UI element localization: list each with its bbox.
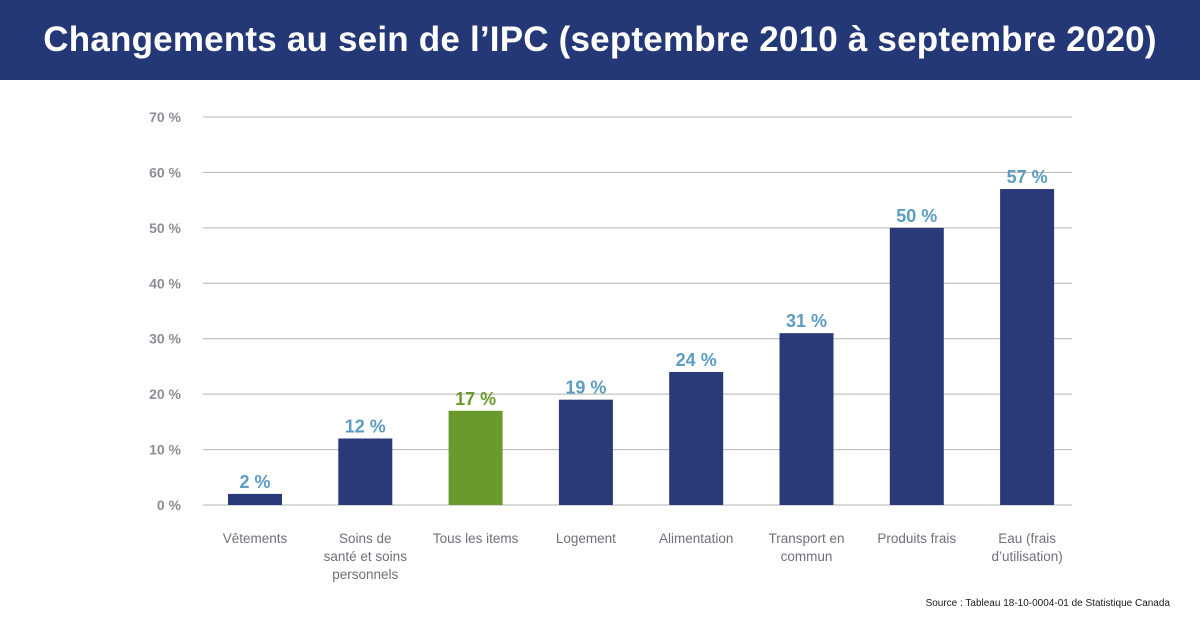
x-tick-label: Soins de: [339, 531, 392, 546]
title-banner: Changements au sein de l’IPC (septembre …: [0, 0, 1200, 80]
x-tick-label: Eau (frais: [998, 531, 1056, 546]
y-tick-label: 20 %: [149, 386, 181, 402]
x-tick-label: d’utilisation): [991, 549, 1062, 564]
data-label: 31 %: [786, 311, 827, 331]
y-tick-label: 50 %: [149, 220, 181, 236]
chart-title: Changements au sein de l’IPC (septembre …: [43, 20, 1157, 59]
data-label: 24 %: [676, 350, 717, 370]
y-tick-label: 40 %: [149, 275, 181, 291]
x-tick-label: Transport en: [768, 531, 844, 546]
bar: [338, 438, 393, 505]
x-tick-label: commun: [781, 549, 833, 564]
data-label: 19 %: [565, 378, 606, 398]
data-label: 57 %: [1007, 167, 1048, 187]
y-tick-label: 60 %: [149, 164, 181, 180]
x-tick-label: Vêtements: [223, 531, 288, 546]
x-tick-label: Logement: [556, 531, 616, 546]
bar: [558, 399, 613, 505]
x-tick-label: Produits frais: [877, 531, 956, 546]
data-label: 17 %: [455, 389, 496, 409]
y-tick-label: 10 %: [149, 442, 181, 458]
y-tick-label: 70 %: [149, 109, 181, 125]
data-label: 12 %: [345, 416, 386, 436]
bar: [448, 410, 503, 505]
source-note: Source : Tableau 18-10-0004-01 de Statis…: [925, 598, 1170, 609]
y-tick-label: 0 %: [157, 497, 182, 513]
bar: [669, 371, 724, 505]
data-label: 50 %: [896, 206, 937, 226]
x-tick-label: personnels: [332, 567, 398, 582]
bar: [1000, 189, 1055, 506]
bar: [889, 227, 944, 505]
x-tick-label: santé et soins: [324, 549, 408, 564]
bar-chart: 0 % 10 % 20 % 30 % 40 % 50 % 60 % 70 % 2 % Vêteme…: [149, 109, 1072, 582]
bar: [779, 333, 834, 505]
y-tick-label: 30 %: [149, 331, 181, 347]
data-label: 2 %: [239, 472, 270, 492]
bar: [228, 493, 282, 505]
x-tick-label: Tous les items: [433, 531, 519, 546]
x-tick-label: Alimentation: [659, 531, 733, 546]
